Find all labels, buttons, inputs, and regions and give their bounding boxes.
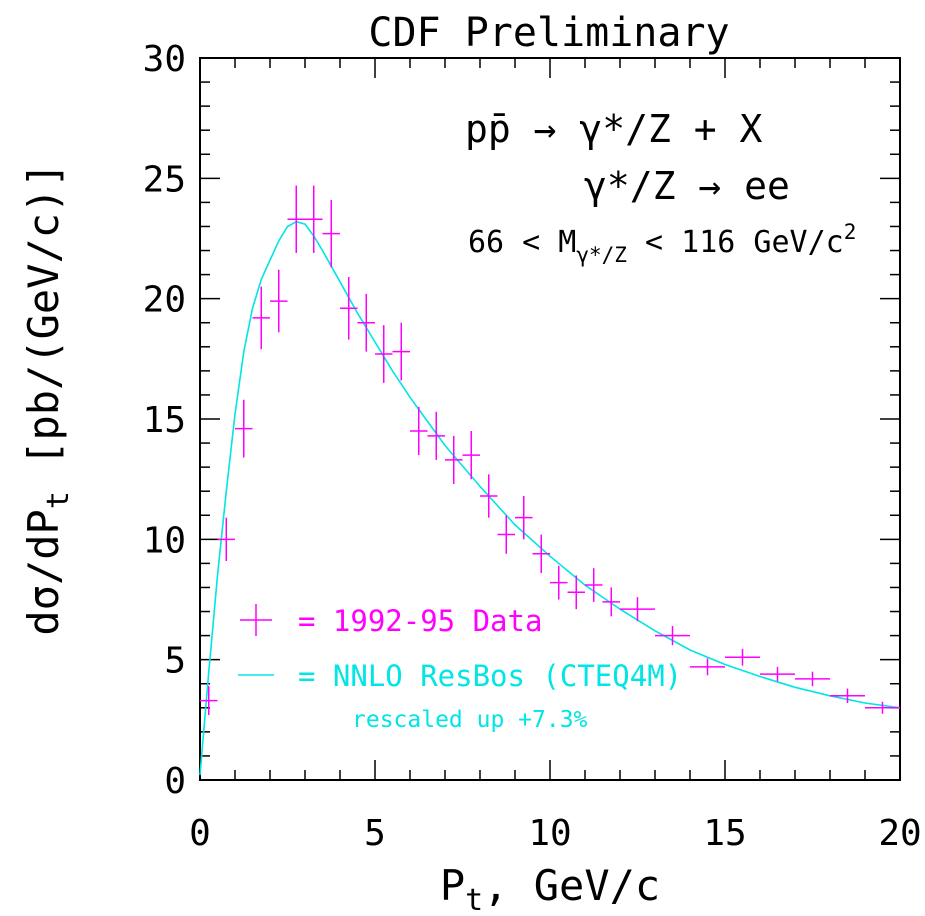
y-tick-label: 30	[143, 39, 186, 80]
data-point	[392, 322, 410, 381]
data-point	[410, 406, 428, 456]
data-point	[462, 431, 480, 480]
data-point	[620, 597, 655, 622]
x-tick-label: 5	[364, 813, 386, 854]
data-point	[445, 435, 463, 484]
y-tick-label: 0	[164, 761, 186, 802]
data-point	[235, 399, 253, 458]
legend-data-marker	[240, 604, 272, 636]
data-point	[340, 277, 358, 340]
y-tick-label: 25	[143, 159, 186, 200]
data-point	[305, 185, 323, 253]
y-tick-label: 15	[143, 400, 186, 441]
process-annotation-line2: γ*/Z → ee	[584, 164, 790, 208]
x-tick-labels: 0 5 10 15 20	[189, 813, 922, 854]
data-point	[497, 515, 515, 554]
data-point	[270, 269, 288, 333]
chart-title: CDF Preliminary	[368, 10, 729, 56]
y-tick-labels: 0 5 10 15 20 25 30	[143, 39, 186, 802]
data-point	[217, 517, 235, 561]
x-tick-label: 0	[189, 813, 211, 854]
data-point	[725, 648, 760, 666]
data-point	[252, 286, 270, 350]
data-point	[690, 658, 725, 676]
x-tick-label: 15	[703, 813, 746, 854]
mass-window-annotation: 66 < Mγ*/Z < 116 GeV/c2	[468, 220, 856, 267]
y-tick-label: 5	[164, 641, 186, 682]
data-point	[550, 565, 568, 600]
data-point	[865, 701, 900, 714]
data-point	[830, 688, 865, 703]
theory-curve	[199, 220, 901, 776]
y-axis-label: dσ/dPt [pb/(GeV/c)]	[19, 162, 76, 635]
data-point	[287, 185, 305, 253]
legend-data-label: = 1992-95 Data	[298, 604, 542, 638]
data-point	[357, 293, 375, 352]
data-point	[795, 671, 830, 687]
legend-theory-label: = NNLO ResBos (CTEQ4M)	[298, 659, 682, 693]
legend: = 1992-95 Data = NNLO ResBos (CTEQ4M) re…	[238, 604, 682, 733]
data-points-series	[200, 185, 900, 716]
data-point	[585, 568, 603, 602]
y-tick-label: 20	[143, 280, 186, 321]
data-point	[200, 686, 218, 716]
x-tick-label: 20	[878, 813, 921, 854]
x-axis-label: Pt, GeV/c	[440, 861, 660, 916]
data-point	[480, 474, 498, 518]
data-point	[655, 625, 690, 646]
data-point	[515, 496, 533, 540]
data-point	[602, 587, 620, 617]
data-point	[532, 534, 550, 574]
y-tick-label: 10	[143, 520, 186, 561]
axis-ticks	[199, 57, 901, 781]
x-tick-label: 10	[528, 813, 571, 854]
legend-theory-note: rescaled up +7.3%	[352, 707, 588, 733]
process-annotation-line1: pp̄ → γ*/Z + X	[465, 107, 763, 151]
data-point	[375, 325, 393, 383]
theory-curve-series	[199, 220, 901, 776]
data-point	[427, 411, 445, 460]
data-point	[760, 666, 795, 682]
data-point	[567, 575, 585, 610]
data-point	[322, 199, 340, 268]
